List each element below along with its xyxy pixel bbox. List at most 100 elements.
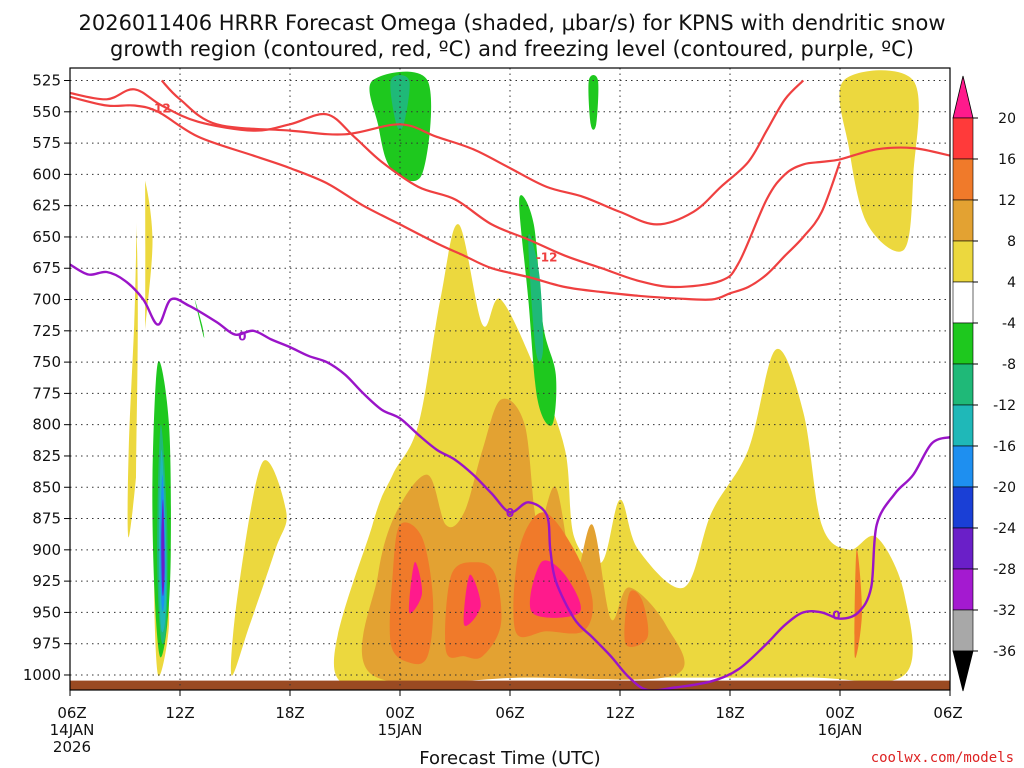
dgz-contour-label: -12 <box>149 102 171 116</box>
omega-region-m4 <box>342 374 355 425</box>
colorbar-label: 4 <box>1007 275 1016 291</box>
y-tick-label: 925 <box>32 572 61 590</box>
x-tick-label: 14JAN <box>50 721 95 739</box>
colorbar-label: -24 <box>993 521 1016 537</box>
colorbar-label: -20 <box>993 480 1016 496</box>
y-tick-label: 575 <box>32 134 61 152</box>
colorbar-label: 12 <box>998 193 1016 209</box>
colorbar-bin <box>952 486 974 529</box>
omega-region-m4 <box>134 68 146 584</box>
omega-region-p16 <box>624 590 649 647</box>
x-tick-label: 00Z <box>385 704 414 722</box>
dgz-contour-label: -12 <box>536 250 558 264</box>
x-tick-label: 12Z <box>165 704 194 722</box>
y-tick-label: 850 <box>32 478 61 496</box>
colorbar-label: 16 <box>998 152 1016 168</box>
colorbar-bottom-arrow <box>952 650 974 692</box>
y-tick-label: 725 <box>32 322 61 340</box>
omega-region-m4 <box>500 68 575 432</box>
colorbar-bin <box>952 117 974 160</box>
omega-region-m4 <box>188 233 217 363</box>
y-tick-label: 550 <box>32 103 61 121</box>
omega-shading <box>121 68 950 690</box>
omega-region-m4 <box>473 75 489 130</box>
omega-region-p20 <box>463 574 481 626</box>
colorbar-bin <box>952 568 974 611</box>
omega-region-p16 <box>854 549 863 659</box>
colorbar-label: 20 <box>998 111 1016 127</box>
colorbar-bin <box>952 527 974 570</box>
colorbar-bin <box>952 609 974 652</box>
x-tick-label: 18Z <box>275 704 304 722</box>
dgz-contour-line <box>70 95 842 301</box>
gridlines <box>70 68 950 690</box>
y-tick-label: 775 <box>32 384 61 402</box>
y-tick-label: 675 <box>32 259 61 277</box>
omega-region-m4 <box>280 249 291 325</box>
y-tick-label: 875 <box>32 510 61 528</box>
freezing-contour-label: 0 <box>238 329 246 343</box>
omega-region-p20 <box>408 562 423 614</box>
colorbar-label: -28 <box>993 562 1016 578</box>
colorbar-label: -36 <box>993 644 1016 660</box>
y-tick-label: 975 <box>32 635 61 653</box>
colorbar-top-arrow <box>952 75 974 119</box>
omega-region-m28 <box>161 499 165 596</box>
contour-layer: -12 -12 0 0 0 <box>70 79 950 690</box>
chart-title-line-1: 2026011406 HRRR Forecast Omega (shaded, … <box>78 11 945 35</box>
omega-region-m8 <box>588 75 599 130</box>
x-tick-label: 16JAN <box>818 721 863 739</box>
dgz-contour-line <box>160 79 805 226</box>
omega-region-m4 <box>619 227 654 420</box>
chart-title-line-2: growth region (contoured, red, ºC) and f… <box>110 37 914 61</box>
pressure-axis: 525 550 575 600 625 650 675 700 725 750 775 800 825 8… <box>23 72 70 684</box>
colorbar-bin <box>952 158 974 201</box>
freezing-contour-label: 0 <box>506 506 514 520</box>
x-tick-label: 18Z <box>715 704 744 722</box>
credit-text: coolwx.com/models <box>871 750 1014 766</box>
x-tick-label: 15JAN <box>378 721 423 739</box>
x-tick-label: 06Z <box>933 704 962 722</box>
x-axis-label: Forecast Time (UTC) <box>419 748 600 768</box>
colorbar-label: 8 <box>1007 234 1016 250</box>
omega-region-p8 <box>839 70 919 252</box>
colorbar-label: -16 <box>993 439 1016 455</box>
colorbar-label: -8 <box>1002 357 1016 373</box>
y-tick-label: 700 <box>32 291 61 309</box>
y-tick-label: 950 <box>32 603 61 621</box>
x-tick-label: 00Z <box>825 704 854 722</box>
y-tick-label: 625 <box>32 197 61 215</box>
colorbar-bin <box>952 363 974 406</box>
colorbar-bin <box>952 322 974 365</box>
colorbar-bin <box>952 445 974 488</box>
x-tick-label: 06Z <box>57 704 86 722</box>
colorbar-bin <box>952 404 974 447</box>
y-tick-label: 600 <box>32 165 61 183</box>
y-tick-label: 825 <box>32 447 61 465</box>
x-tick-label: 06Z <box>495 704 524 722</box>
colorbar-bin <box>952 240 974 283</box>
colorbar-bin <box>952 281 974 324</box>
y-tick-label: 1000 <box>23 666 61 684</box>
omega-region-p20 <box>529 560 581 618</box>
colorbar-label: -4 <box>1002 316 1016 332</box>
x-tick-label: 12Z <box>605 704 634 722</box>
omega-region-p8 <box>230 460 287 676</box>
freezing-level-line <box>70 263 950 690</box>
colorbar-label: -12 <box>993 398 1016 414</box>
x-tick-label: 2026 <box>53 738 91 756</box>
colorbar: 20 16 12 8 4 -4 -8 -12 -16 -20 -24 -28 -32 -36 <box>952 75 1016 692</box>
omega-region-m12 <box>528 234 544 362</box>
y-tick-label: 650 <box>32 228 61 246</box>
freezing-contour-label: 0 <box>832 608 840 622</box>
omega-region-m4 <box>573 68 607 238</box>
colorbar-label: -32 <box>993 603 1016 619</box>
y-tick-label: 750 <box>32 353 61 371</box>
y-tick-label: 900 <box>32 541 61 559</box>
colorbar-bin <box>952 199 974 242</box>
y-tick-label: 525 <box>32 72 61 90</box>
dgz-contour-line <box>70 88 950 289</box>
y-tick-label: 800 <box>32 416 61 434</box>
